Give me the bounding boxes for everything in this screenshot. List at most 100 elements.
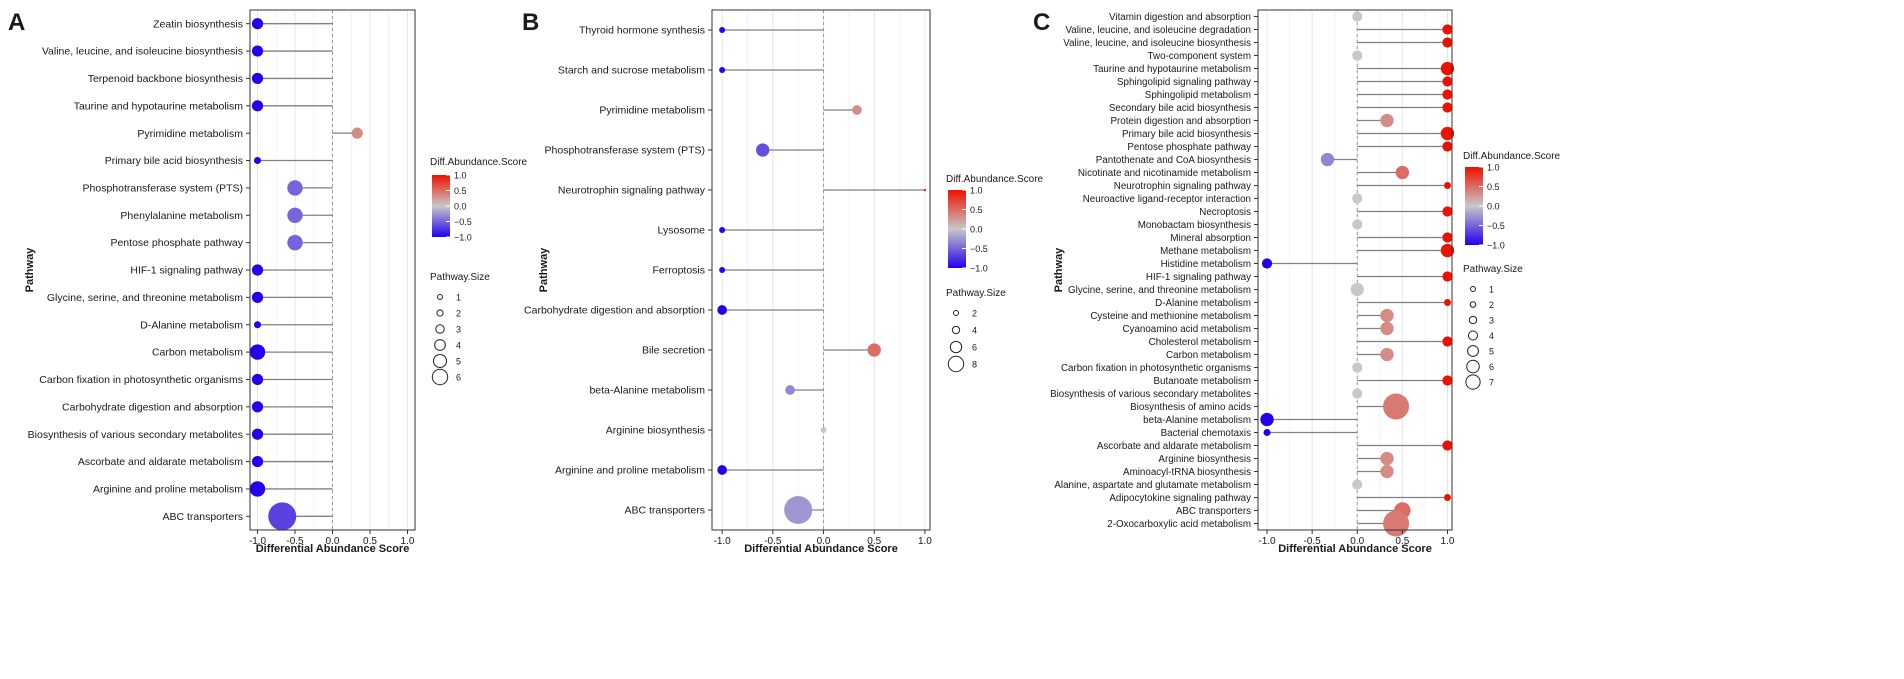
x-tick-label: 1.0 [918,536,932,547]
lollipop-point [719,267,726,273]
size-legend-label: 4 [972,325,977,335]
size-legend-label: 6 [972,342,977,352]
colorbar-tick-label: 0.5 [1487,182,1500,192]
lollipop-point [1442,232,1453,243]
y-tick-label: Carbon fixation in photosynthetic organi… [1061,363,1251,374]
size-legend-label: 6 [1489,362,1494,372]
y-tick-label: Nicotinate and nicotinamide metabolism [1078,168,1251,179]
lollipop-point [1443,182,1451,189]
y-tick-label: HIF-1 signaling pathway [1146,272,1251,283]
size-legend-label: 8 [972,359,977,369]
lollipop-point [1352,362,1363,373]
y-tick-label: Taurine and hypotaurine metabolism [74,100,244,112]
size-legend-label: 2 [972,308,977,318]
lollipop-point [251,100,264,112]
y-tick-label: beta-Alanine metabolism [1143,415,1251,426]
x-axis-title: Differential Abundance Score [256,543,410,555]
lollipop-point [1383,510,1410,537]
y-axis-title: Pathway [538,247,550,293]
lollipop-point [287,180,303,196]
lollipop-point [820,427,827,433]
lollipop-point [1442,141,1453,152]
x-tick-label: -1.0 [249,536,267,547]
lollipop-point [251,72,264,85]
lollipop-point [1442,375,1453,386]
lollipop-point [1442,440,1453,451]
colorbar-title: Diff.Abundance.Score [430,157,528,168]
y-tick-label: Necroptosis [1199,207,1251,218]
size-legend: Pathway.Size 1 2 3 4 5 6 [430,272,490,386]
size-legend-key [434,339,446,351]
lollipop-point [251,18,264,30]
lollipop-point [1380,321,1394,336]
lollipop-point [1380,308,1394,323]
lollipop-point [852,105,862,115]
y-tick-label: Sphingolipid metabolism [1145,90,1251,101]
y-tick-label: Arginine and proline metabolism [555,465,705,477]
lollipop-point [1442,271,1453,282]
panel-letter-c: C [1033,9,1050,36]
lollipop-point [1443,494,1451,501]
size-legend-key [432,353,448,369]
colorbar-title: Diff.Abundance.Score [1463,151,1561,162]
size-legend-key [1470,286,1476,292]
y-tick-label: Monobactam biosynthesis [1138,220,1251,231]
lollipop-point [867,343,881,357]
colorbar-tick-label: 0.5 [454,186,467,196]
y-tick-label: Bile secretion [642,345,705,357]
x-tick-label: 0.0 [1350,536,1364,547]
y-tick-label: Vitamin digestion and absorption [1109,12,1251,23]
lollipop-point [1263,429,1271,436]
lollipop-point [719,227,726,233]
lollipop-point [1352,388,1363,399]
size-legend-key [1465,374,1481,390]
colorbar-tick-label: −0.5 [454,217,472,227]
lollipop-point [717,465,727,475]
lollipop-point [1440,126,1455,141]
x-tick-label: 0.0 [817,536,831,547]
size-legend-key [1469,301,1477,308]
lollipop-point [251,264,264,276]
y-tick-label: Pyrimidine metabolism [137,128,243,140]
lollipop-point [1352,11,1363,22]
size-legend-title: Pathway.Size [946,288,1006,299]
y-tick-label: Neuroactive ligand-receptor interaction [1083,194,1251,205]
y-tick-label: Neurotrophin signaling pathway [558,185,706,197]
lollipop-point [923,188,927,192]
y-tick-label: Glycine, serine, and threonine metabolis… [1068,285,1251,296]
lollipop-point [251,291,264,303]
y-tick-label: beta-Alanine metabolism [589,385,705,397]
y-tick-label: Aminoacyl-tRNA biosynthesis [1123,467,1251,478]
y-tick-label: Pentose phosphate pathway [110,237,243,249]
lollipop-point [249,481,266,497]
y-tick-label: Two-component system [1148,51,1251,62]
size-legend-label: 6 [456,372,461,382]
y-tick-label: Carbohydrate digestion and absorption [524,305,705,317]
y-tick-label: Cholesterol metabolism [1149,337,1251,348]
size-legend-label: 4 [456,340,461,350]
lollipop-point [1380,451,1394,466]
colorbar-tick-label: −0.5 [1487,221,1505,231]
colorbar-tick-label: 0.0 [1487,201,1500,211]
size-legend-label: 3 [1489,315,1494,325]
x-axis-title: Differential Abundance Score [744,543,898,555]
colorbar-tick-label: −0.5 [970,244,988,254]
y-tick-label: Valine, leucine, and isoleucine biosynth… [42,46,243,58]
lollipop-point [1380,464,1394,479]
plot-border [711,9,931,531]
y-tick-label: Pyrimidine metabolism [599,105,705,117]
colorbar-gradient [1465,167,1483,245]
y-tick-label: Arginine biosynthesis [1158,454,1251,465]
y-tick-label: Carbon metabolism [1166,350,1251,361]
lollipop-point [1352,50,1363,61]
colorbar-tick-label: 1.0 [1487,162,1500,172]
x-tick-label: 1.0 [401,536,415,547]
y-tick-label: Phosphotransferase system (PTS) [545,145,705,157]
y-tick-label: Ascorbate and aldarate metabolism [1097,441,1251,452]
lollipop-point [719,27,726,33]
x-tick-label: 0.5 [867,536,881,547]
y-tick-label: Ferroptosis [652,265,705,277]
size-legend-key [1467,345,1479,357]
y-tick-label: Biosynthesis of various secondary metabo… [1050,389,1251,400]
lollipop-point [254,157,261,165]
